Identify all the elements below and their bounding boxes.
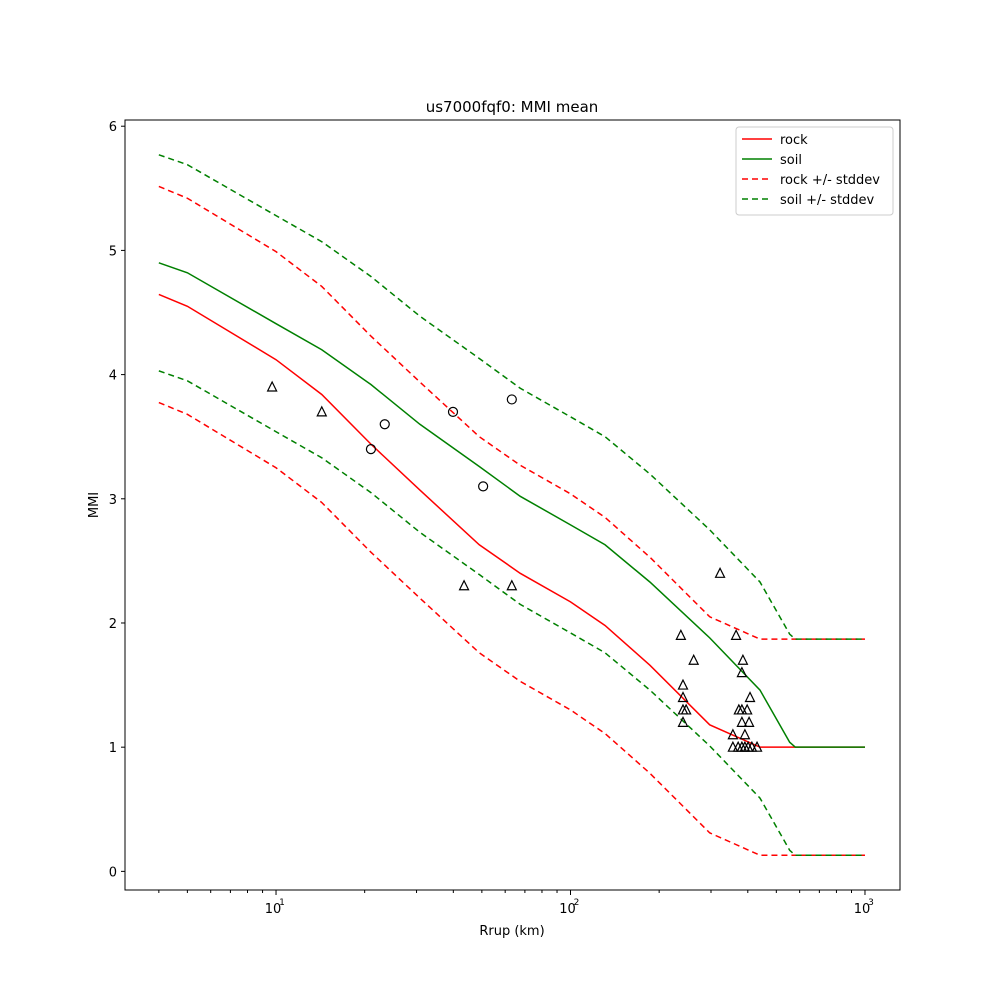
- legend-box: [735, 126, 894, 216]
- observation-triangle: [506, 579, 518, 591]
- x-tick-exponent: 3: [868, 898, 874, 908]
- y-tick-label: 4: [109, 369, 117, 384]
- x-tick-label: 10: [854, 902, 871, 917]
- legend-label: rock +/- stddev: [780, 173, 880, 188]
- observation-triangle: [677, 678, 689, 690]
- observation-triangle: [744, 691, 756, 703]
- observation-triangle: [736, 666, 748, 678]
- y-tick-label: 1: [109, 741, 117, 756]
- observation-triangle: [688, 653, 700, 665]
- observation-triangle: [730, 629, 742, 641]
- observation-circle: [506, 394, 517, 405]
- y-tick-label: 5: [109, 244, 117, 259]
- observation-circle: [379, 419, 390, 430]
- observation-triangle: [741, 703, 753, 715]
- x-tick-exponent: 2: [574, 898, 580, 908]
- observation-triangle: [677, 715, 689, 727]
- x-axis-label: Rrup (km): [479, 924, 544, 939]
- legend-label: soil: [780, 153, 802, 168]
- legend: rock soil rock +/- stddev soil +/- stddev: [735, 126, 894, 216]
- observation-triangle: [739, 728, 751, 740]
- rock-minus-stddev-line: [158, 401, 865, 856]
- observation-triangle: [316, 405, 328, 417]
- observation-circle: [365, 444, 377, 455]
- soil-minus-stddev-line: [158, 370, 865, 856]
- y-tick-label: 3: [109, 493, 117, 508]
- y-tick-label: 6: [109, 120, 117, 135]
- observation-triangle: [727, 740, 739, 752]
- rock-plus-stddev-line: [158, 185, 865, 640]
- y-axis-label: MMI: [87, 492, 102, 518]
- observation-triangle: [680, 703, 692, 715]
- plot-frame: [124, 119, 901, 891]
- x-tick-label: 10: [559, 902, 576, 917]
- observation-triangle: [266, 380, 278, 392]
- observation-triangle: [736, 703, 748, 715]
- observation-triangle: [737, 653, 749, 665]
- observation-triangle: [675, 629, 687, 641]
- observation-triangle: [727, 728, 739, 740]
- legend-label: rock: [780, 133, 808, 148]
- observation-triangle: [714, 566, 726, 578]
- observation-triangle: [743, 715, 755, 727]
- y-tick-label: 0: [109, 865, 117, 880]
- observation-triangle: [736, 715, 748, 727]
- observation-circle: [478, 481, 489, 492]
- observation-triangle: [677, 691, 689, 703]
- soil-plus-stddev-line: [158, 154, 865, 640]
- observation-triangle: [458, 579, 470, 591]
- chart-title: us7000fqf0: MMI mean: [426, 98, 599, 116]
- y-tick-label: 2: [109, 617, 117, 632]
- observation-circle: [447, 406, 459, 417]
- soil-mean-line: [158, 262, 865, 748]
- x-tick-exponent: 1: [279, 898, 285, 908]
- legend-label: soil +/- stddev: [780, 193, 875, 208]
- x-tick-label: 10: [265, 902, 282, 917]
- observation-triangle: [751, 740, 763, 752]
- rock-mean-line: [158, 293, 865, 748]
